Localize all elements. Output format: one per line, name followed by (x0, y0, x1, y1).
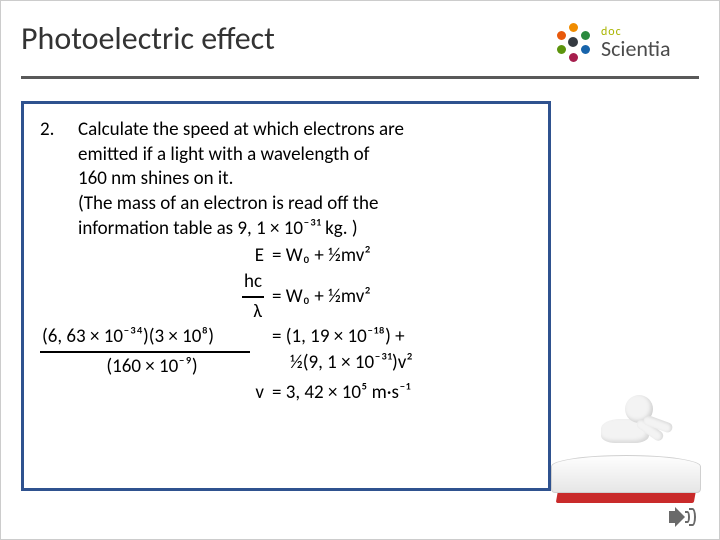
logo-text: doc Scientia (601, 26, 671, 60)
eq-lhs-fraction: hc λ (40, 269, 270, 324)
eq-rhs: = W₀ + ½mv² (270, 284, 371, 310)
problem-line: 160 nm shines on it. (78, 167, 404, 192)
equation-row: E = W₀ + ½mv² (40, 243, 532, 269)
eq-lhs: E (40, 243, 270, 269)
eq-lhs: v (40, 380, 270, 406)
problem-text: Calculate the speed at which electrons a… (78, 118, 404, 241)
fraction-bar (242, 296, 264, 298)
equation-block: E = W₀ + ½mv² hc λ = W₀ + ½mv² (6, 63 × … (40, 243, 532, 405)
problem-number: 2. (40, 118, 60, 241)
eq-rhs: = 3, 42 × 10⁵ m·s⁻¹ (270, 380, 410, 406)
equation-row: v = 3, 42 × 10⁵ m·s⁻¹ (40, 380, 532, 406)
fraction-denominator: λ (251, 299, 264, 325)
speaker-icon[interactable] (669, 505, 697, 529)
logo-text-bottom: Scientia (601, 38, 671, 60)
eq-rhs-line: = (1, 19 × 10⁻¹⁸) + (272, 324, 413, 350)
eq-rhs: = W₀ + ½mv² (270, 243, 371, 269)
logo-mark-icon (551, 21, 595, 65)
title-underline (21, 76, 699, 79)
problem-line: information table as 9, 1 × 10⁻³¹ kg. ) (78, 217, 404, 242)
problem-statement: 2. Calculate the speed at which electron… (40, 118, 532, 241)
equation-row: hc λ = W₀ + ½mv² (40, 269, 532, 324)
eq-rhs-multi: = (1, 19 × 10⁻¹⁸) + ½(9, 1 × 10⁻³¹)v² (270, 324, 413, 375)
fraction-denominator: (160 × 10⁻⁹) (104, 354, 199, 380)
eq-lhs-fraction: (6, 63 × 10⁻³⁴)(3 × 10⁸) (160 × 10⁻⁹) (40, 324, 270, 379)
equation-row: (6, 63 × 10⁻³⁴)(3 × 10⁸) (160 × 10⁻⁹) = … (40, 324, 532, 379)
problem-line: Calculate the speed at which electrons a… (78, 118, 404, 143)
fraction-numerator: (6, 63 × 10⁻³⁴)(3 × 10⁸) (40, 324, 216, 350)
eq-rhs-line: ½(9, 1 × 10⁻³¹)v² (272, 350, 413, 376)
header: Photoelectric effect doc Scientia (1, 1, 719, 91)
problem-line: emitted if a light with a wavelength of (78, 143, 404, 168)
fraction-bar (40, 351, 250, 353)
fraction-numerator: hc (242, 269, 264, 295)
slide: Photoelectric effect doc Scientia 2. Cal… (0, 0, 720, 540)
book-illustration (551, 373, 701, 503)
brand-logo: doc Scientia (551, 13, 701, 73)
figure-icon (591, 389, 671, 469)
content-frame: 2. Calculate the speed at which electron… (21, 101, 551, 491)
problem-line: (The mass of an electron is read off the (78, 192, 404, 217)
